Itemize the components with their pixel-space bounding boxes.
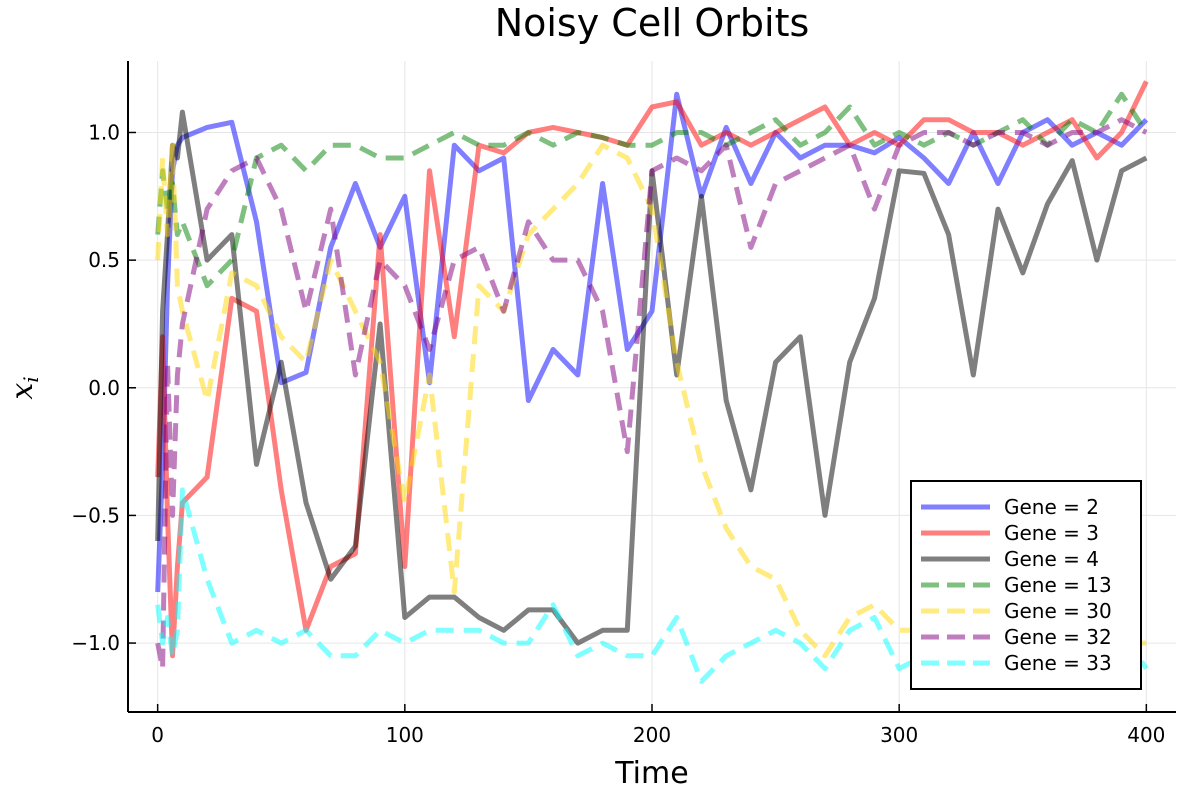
series-line <box>155 487 1149 684</box>
series-line <box>155 91 1149 593</box>
legend-entry: Gene = 13 <box>1004 573 1112 597</box>
legend-entry: Gene = 3 <box>1004 521 1099 545</box>
ticks: 0 100 200 300 400 1.0 0.5 0.0 −0.5 −1.0 <box>71 120 1165 747</box>
y-tick-label: 1.0 <box>88 120 120 144</box>
chart-title: Noisy Cell Orbits <box>495 1 810 45</box>
legend-entry: Gene = 30 <box>1004 599 1112 623</box>
x-tick-label: 300 <box>880 723 918 747</box>
legend-entry: Gene = 4 <box>1004 547 1099 571</box>
series-line <box>155 91 1149 289</box>
x-axis-label: Time <box>614 756 688 791</box>
x-tick-label: 100 <box>386 723 424 747</box>
x-tick-label: 0 <box>151 723 164 747</box>
legend-entry: Gene = 33 <box>1004 651 1112 675</box>
y-tick-label: 0.0 <box>88 376 120 400</box>
y-axis-label-main: x <box>5 383 40 400</box>
series-line <box>155 109 1148 646</box>
y-tick-label: −0.5 <box>71 503 120 527</box>
y-axis-label: xi <box>5 376 43 399</box>
legend-entry: Gene = 2 <box>1004 495 1099 519</box>
y-axis-label-subscript: i <box>19 376 43 382</box>
y-tick-label: −1.0 <box>71 631 120 655</box>
series-line <box>155 117 1148 672</box>
legend-entry: Gene = 32 <box>1004 625 1112 649</box>
x-tick-label: 400 <box>1127 723 1165 747</box>
y-tick-label: 0.5 <box>88 248 120 272</box>
x-tick-label: 200 <box>633 723 671 747</box>
